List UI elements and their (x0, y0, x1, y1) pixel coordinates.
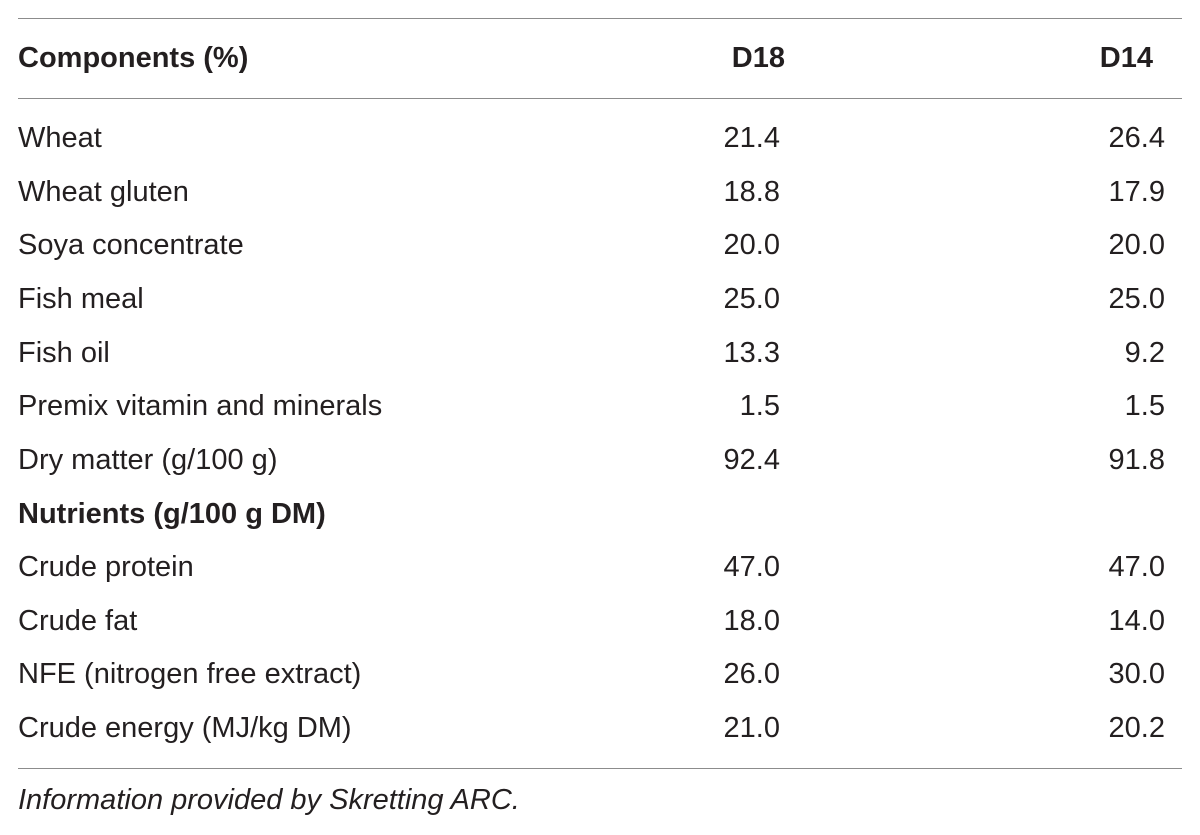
row-d18-value: 26.0 (723, 658, 780, 690)
row-label: Fish oil (18, 337, 110, 369)
table-top-rule (18, 18, 1182, 19)
row-d14-value: 25.0 (1108, 283, 1165, 315)
row-label: Crude energy (MJ/kg DM) (18, 712, 352, 744)
row-label: Crude fat (18, 605, 138, 637)
row-d14-value: 47.0 (1108, 551, 1165, 583)
row-label: Wheat (18, 122, 102, 154)
row-label: Premix vitamin and minerals (18, 390, 383, 422)
table-header-row: Components (%) D18 D14 (0, 31, 1200, 85)
row-label: Dry matter (g/100 g) (18, 444, 278, 476)
row-d14-value: 14.0 (1108, 605, 1165, 637)
table-row: Fish meal 25.0 25.0 (0, 272, 1200, 326)
row-d18-value: 18.0 (723, 605, 780, 637)
table-row: Soya concentrate 20.0 20.0 (0, 218, 1200, 272)
nutrients-section-heading-row: Nutrients (g/100 g DM) (0, 487, 1200, 541)
row-label: Wheat gluten (18, 176, 189, 208)
row-d14-value: 9.2 (1124, 337, 1165, 369)
row-d18-value: 47.0 (723, 551, 780, 583)
row-d18-value: 25.0 (723, 283, 780, 315)
row-d18-value: 92.4 (723, 444, 780, 476)
table-row: Crude protein 47.0 47.0 (0, 540, 1200, 594)
header-d18: D18 (731, 42, 785, 74)
row-d18-value: 21.4 (723, 122, 780, 154)
table-row: Fish oil 13.3 9.2 (0, 326, 1200, 380)
table-header-rule (18, 98, 1182, 99)
row-label: Fish meal (18, 283, 144, 315)
header-d14: D14 (1099, 42, 1153, 74)
table-row: Premix vitamin and minerals 1.5 1.5 (0, 379, 1200, 433)
row-d14-value: 20.2 (1108, 712, 1165, 744)
row-d18-value: 21.0 (723, 712, 780, 744)
table-row: Crude energy (MJ/kg DM) 21.0 20.2 (0, 701, 1200, 755)
row-d18-value: 1.5 (739, 390, 780, 422)
row-d14-value: 26.4 (1108, 122, 1165, 154)
row-d14-value: 17.9 (1108, 176, 1165, 208)
table-row: Crude fat 18.0 14.0 (0, 594, 1200, 648)
table-row: NFE (nitrogen free extract) 26.0 30.0 (0, 647, 1200, 701)
table-row: Dry matter (g/100 g) 92.4 91.8 (0, 433, 1200, 487)
row-label: Soya concentrate (18, 229, 244, 261)
nutrients-heading: Nutrients (g/100 g DM) (18, 498, 326, 530)
row-d14-value: 1.5 (1124, 390, 1165, 422)
header-components: Components (%) (18, 42, 249, 74)
row-d18-value: 13.3 (723, 337, 780, 369)
table-row: Wheat gluten 18.8 17.9 (0, 165, 1200, 219)
table-footnote: Information provided by Skretting ARC. (18, 784, 520, 816)
row-d14-value: 91.8 (1108, 444, 1165, 476)
table-bottom-rule (18, 768, 1182, 769)
row-d18-value: 18.8 (723, 176, 780, 208)
row-label: Crude protein (18, 551, 194, 583)
row-d18-value: 20.0 (723, 229, 780, 261)
row-d14-value: 30.0 (1108, 658, 1165, 690)
row-d14-value: 20.0 (1108, 229, 1165, 261)
table-row: Wheat 21.4 26.4 (0, 111, 1200, 165)
row-label: NFE (nitrogen free extract) (18, 658, 362, 690)
